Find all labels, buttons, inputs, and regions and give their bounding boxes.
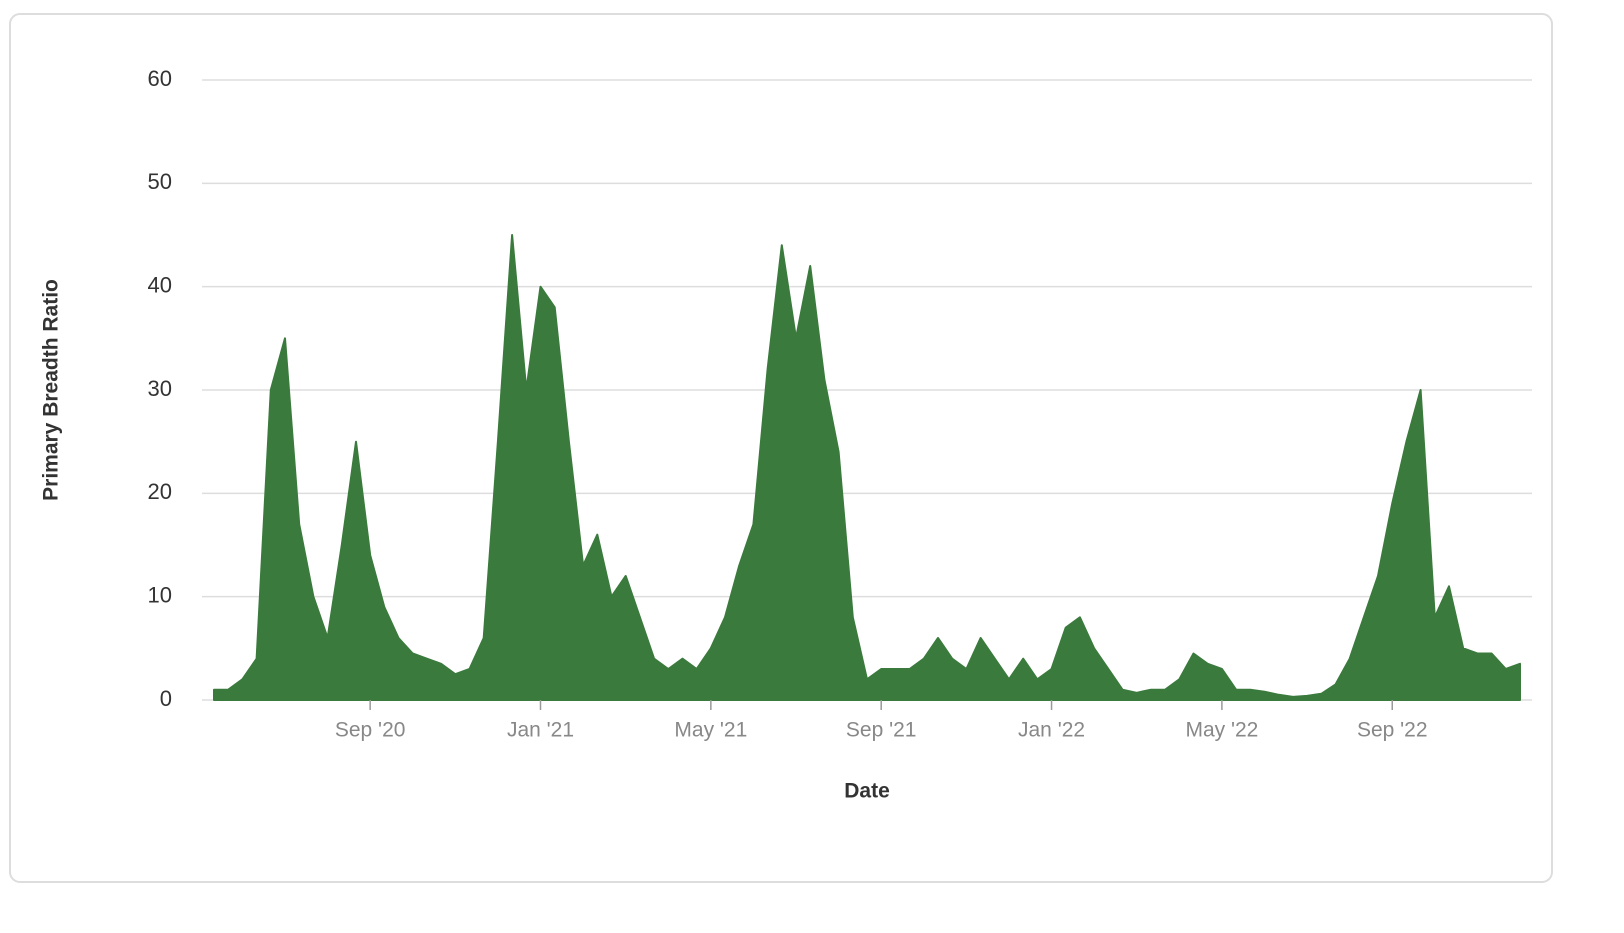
y-tick-label: 30 [148, 376, 172, 401]
y-tick-label: 60 [148, 66, 172, 91]
x-axis-label: Date [844, 780, 890, 803]
x-tick-label: Jan '22 [1018, 719, 1085, 742]
y-tick-label: 10 [148, 582, 172, 607]
x-tick-label: Jan '21 [507, 719, 574, 742]
y-tick-label: 0 [160, 686, 172, 711]
y-tick-label: 40 [148, 272, 172, 297]
y-axis-label: Primary Breadth Ratio [40, 279, 63, 501]
x-tick-label: Sep '22 [1357, 719, 1428, 742]
x-tick-label: May '21 [674, 719, 747, 742]
y-tick-label: 50 [148, 169, 172, 194]
x-tick-label: Sep '20 [335, 719, 406, 742]
y-tick-label: 20 [148, 479, 172, 504]
area [213, 234, 1521, 701]
x-tick-label: May '22 [1185, 719, 1258, 742]
x-tick-label: Sep '21 [846, 719, 917, 742]
